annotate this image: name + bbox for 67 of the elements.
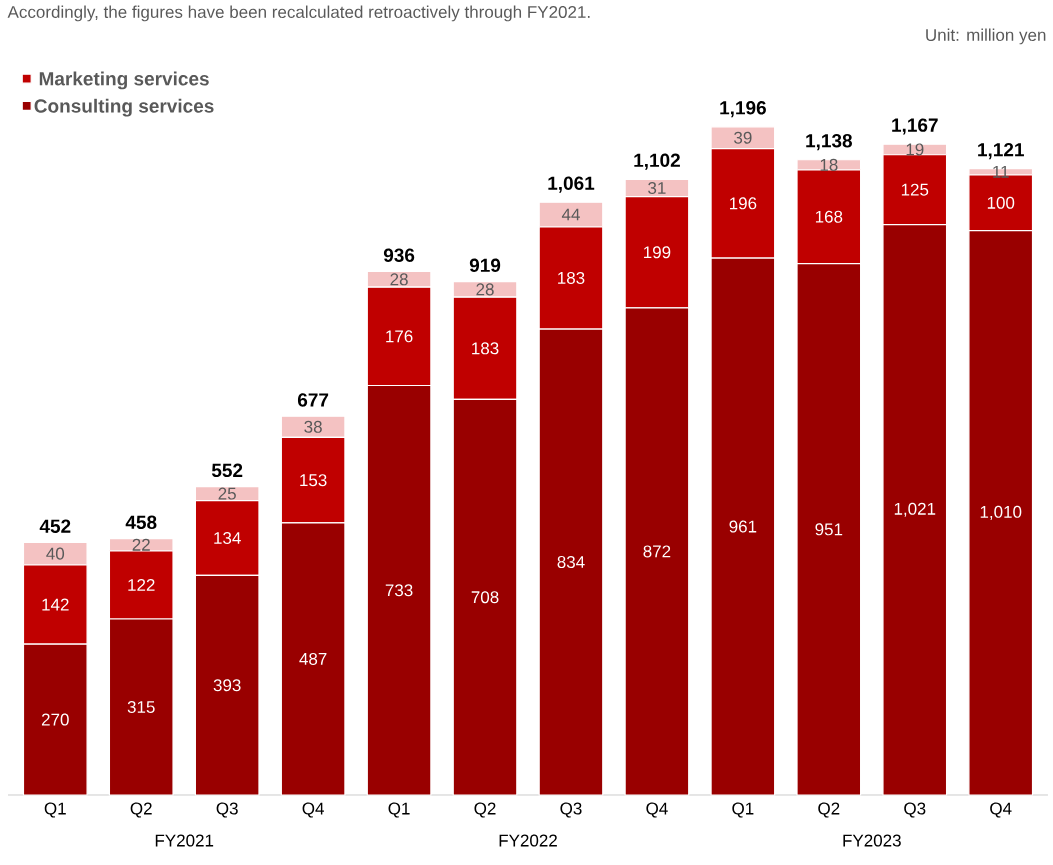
data-label: 100 [987,196,1015,209]
x-tick-label: Q4 [646,802,668,818]
total-label: 1,196 [720,101,766,118]
total-label: 919 [469,258,501,273]
data-label: 176 [386,330,413,343]
data-label: 1,010 [980,505,1022,520]
data-label: 19 [906,143,924,156]
total-label: 1,102 [634,153,680,170]
data-label: 183 [472,342,499,355]
data-label: 196 [729,197,757,210]
data-label: 153 [300,474,327,487]
total-label: 936 [383,248,415,262]
x-tick-label: Q4 [990,802,1012,818]
total-label: 458 [125,515,157,530]
text: FY2023 [843,834,901,847]
data-label: 834 [557,556,585,569]
data-label: 38 [304,420,322,433]
x-tick-label: Q2 [130,802,152,818]
total-label: 1,167 [892,118,938,135]
x-tick-label: Q4 [302,802,324,818]
data-label: 168 [815,210,843,223]
x-tick-label: Q3 [904,802,926,818]
legend-label: Marketing services [39,71,209,90]
text: FY2022 [499,834,557,847]
data-label: 122 [128,578,155,591]
total-label: 1,121 [978,142,1024,160]
total-label: 1,061 [548,176,595,193]
x-tick-label: Q2 [474,802,496,818]
total-label: 452 [39,519,71,533]
data-label: 28 [390,273,408,286]
data-label: 11 [993,165,1009,178]
x-tick-label: Q2 [818,802,840,818]
x-tick-label: Q1 [732,802,754,818]
x-tick-label: Q3 [560,802,582,818]
legend-label: Consulting services [34,98,214,117]
total-label: 552 [211,463,243,478]
data-label: 199 [644,246,671,259]
data-label: 125 [901,183,929,196]
data-label: 708 [471,591,499,604]
x-tick-label: Q3 [216,802,238,818]
data-label: 270 [41,713,69,726]
x-tick-label: Q1 [44,802,66,818]
data-label: 487 [299,652,327,665]
total-label: 1,138 [806,134,852,151]
data-label: 134 [214,531,241,545]
x-tick-label: Q1 [388,802,410,818]
data-label: 142 [42,598,69,611]
data-label: 40 [46,547,65,560]
data-label: 25 [218,487,236,500]
data-label: 315 [127,700,155,714]
data-label: 733 [385,584,413,597]
total-label: 677 [297,393,329,407]
text: FY2021 [155,834,214,847]
data-label: 22 [132,538,150,551]
data-label: 31 [648,181,666,195]
text: Accordingly, the figures have been recalculated retroactively through FY2021. [7,5,590,22]
data-label: 28 [476,283,494,296]
data-label: 872 [643,545,671,558]
data-label: 393 [213,679,241,692]
text: Unit: million yen [926,28,1046,45]
data-label: 44 [561,208,580,221]
data-label: 18 [820,158,838,171]
data-label: 183 [558,271,585,284]
data-label: 961 [729,520,757,533]
data-label: 39 [734,131,752,144]
data-label: 951 [815,523,843,536]
data-label: 1,021 [894,502,936,517]
